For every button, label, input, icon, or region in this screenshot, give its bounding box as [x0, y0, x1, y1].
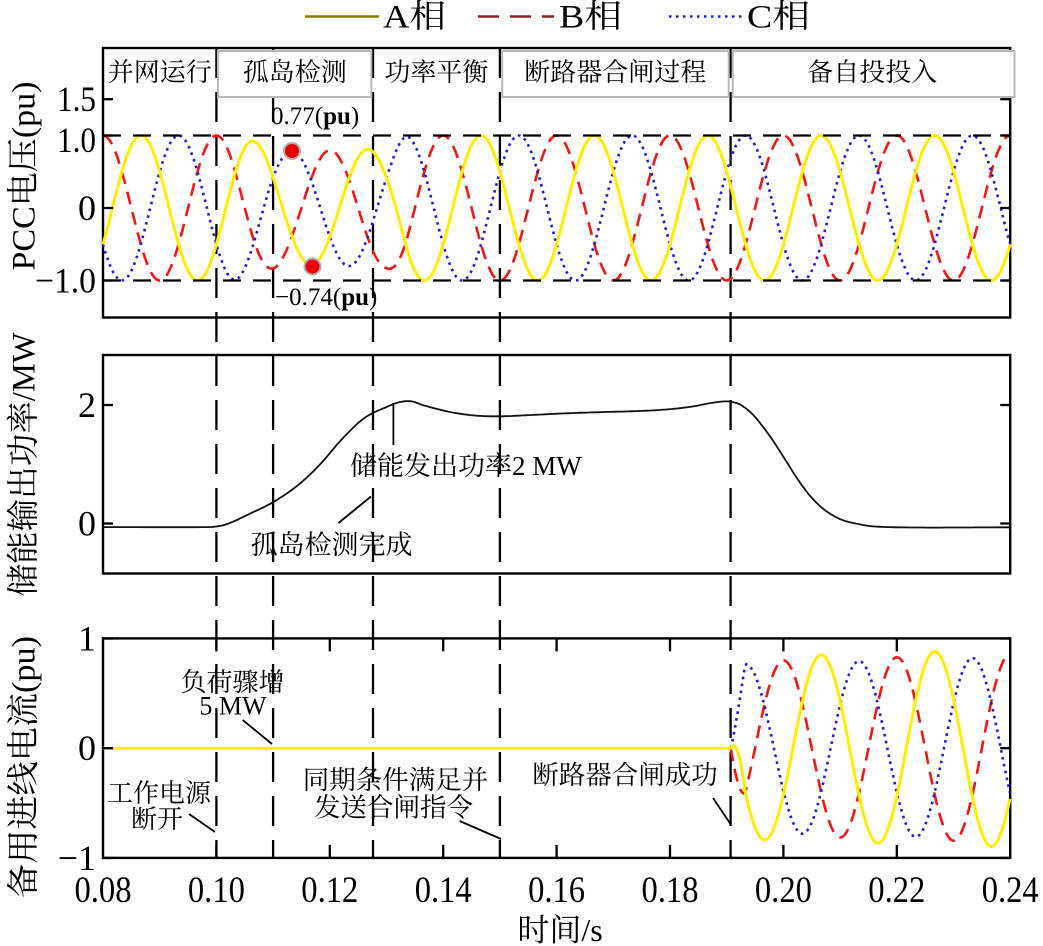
- svg-text:并网运行: 并网运行: [108, 58, 212, 87]
- svg-text:0.08: 0.08: [75, 870, 132, 911]
- svg-text:0.22: 0.22: [868, 870, 925, 911]
- svg-text:0.10: 0.10: [188, 870, 245, 911]
- svg-text:工作电源: 工作电源: [107, 779, 211, 808]
- svg-text:1.5: 1.5: [57, 79, 96, 119]
- svg-text:C相: C相: [747, 0, 810, 36]
- svg-text:负荷骤增: 负荷骤增: [180, 668, 284, 697]
- svg-text:0: 0: [78, 728, 96, 768]
- svg-text:孤岛检测完成: 孤岛检测完成: [251, 530, 413, 560]
- svg-text:0.77(pu): 0.77(pu): [271, 103, 359, 130]
- svg-text:储能发出功率2 MW: 储能发出功率2 MW: [350, 451, 582, 481]
- svg-text:PCC电压(pu): PCC电压(pu): [7, 82, 43, 271]
- svg-text:B相: B相: [559, 0, 622, 36]
- svg-text:发送合闸指令: 发送合闸指令: [314, 793, 473, 823]
- svg-text:−1.0: −1.0: [35, 261, 96, 301]
- svg-text:储能输出功率/MW: 储能输出功率/MW: [6, 332, 43, 597]
- svg-text:0.16: 0.16: [528, 870, 585, 911]
- svg-text:备自投投入: 备自投投入: [807, 58, 937, 87]
- svg-text:0: 0: [78, 188, 96, 228]
- svg-text:1: 1: [78, 619, 96, 659]
- svg-text:5 MW: 5 MW: [199, 692, 267, 721]
- svg-text:同期条件满足并: 同期条件满足并: [303, 765, 489, 795]
- svg-text:0.20: 0.20: [755, 870, 812, 911]
- svg-text:0.14: 0.14: [415, 870, 472, 911]
- svg-text:断路器合闸成功: 断路器合闸成功: [532, 760, 718, 790]
- svg-text:0.24: 0.24: [982, 870, 1039, 911]
- svg-text:断开: 断开: [131, 805, 183, 834]
- svg-text:功率平衡: 功率平衡: [384, 58, 488, 87]
- svg-text:断路器合闸过程: 断路器合闸过程: [524, 58, 706, 87]
- svg-text:0.12: 0.12: [301, 870, 358, 911]
- svg-text:1.0: 1.0: [57, 120, 96, 160]
- svg-text:−1: −1: [58, 838, 96, 878]
- svg-text:A相: A相: [383, 0, 446, 36]
- svg-text:−0.74(pu): −0.74(pu): [275, 284, 377, 311]
- svg-text:0: 0: [78, 504, 96, 544]
- svg-text:孤岛检测: 孤岛检测: [243, 58, 347, 87]
- svg-text:2: 2: [78, 385, 96, 425]
- svg-text:备用进线电流(pu): 备用进线电流(pu): [7, 636, 43, 898]
- svg-text:时间/s: 时间/s: [517, 912, 602, 946]
- svg-text:0.18: 0.18: [642, 870, 699, 911]
